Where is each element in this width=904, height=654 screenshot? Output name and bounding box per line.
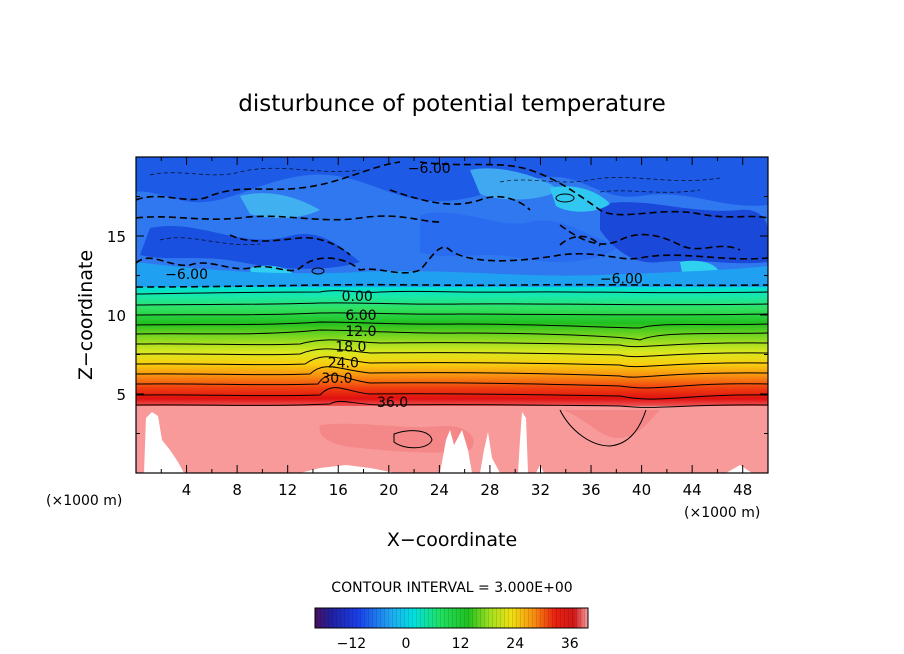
contour-label: 6.00: [345, 308, 376, 324]
colorbar: −12 0 12 24 36: [314, 607, 589, 652]
x-tick-label: 12: [278, 481, 297, 499]
y-axis: 5 10 15: [107, 196, 768, 434]
colorbar-tick-label: 36: [561, 636, 579, 652]
contour-label: 12.0: [345, 324, 376, 340]
contour-label: −6.00: [600, 272, 643, 288]
colorbar-tick-label: 0: [402, 636, 411, 652]
x-tick-label: 8: [232, 481, 242, 499]
contour-label: 30.0: [321, 371, 352, 387]
lower-shade: [319, 423, 474, 453]
colorbar-tick-label: −12: [337, 636, 367, 652]
x-tick-label: 28: [480, 481, 499, 499]
contour-label: 36.0: [377, 395, 408, 411]
colorbar-labels: −12 0 12 24 36: [337, 636, 579, 652]
contour-label: 24.0: [328, 355, 359, 371]
thin-dashed-contours: [149, 167, 721, 246]
chart-title: disturbunce of potential temperature: [238, 91, 666, 117]
contour-label: −6.00: [165, 267, 208, 283]
x-unit-label: (×1000 m): [684, 505, 760, 521]
x-tick-label: 36: [581, 481, 600, 499]
x-tick-label: 48: [733, 481, 752, 499]
y-axis-title: Z−coordinate: [75, 250, 97, 380]
colorbar-frame: [314, 607, 589, 629]
x-tick-label: 16: [329, 481, 348, 499]
contour-label: 0.00: [342, 289, 373, 305]
y-tick-label: 5: [116, 386, 126, 404]
x-tick-label: 32: [531, 481, 550, 499]
terrain-spikes: [144, 412, 752, 473]
x-tick-label: 24: [430, 481, 449, 499]
x-tick-label: 40: [632, 481, 651, 499]
x-tick-label: 44: [683, 481, 702, 499]
y-tick-label: 10: [107, 307, 126, 325]
colorbar-tick-label: 24: [506, 636, 524, 652]
x-axis-title: X−coordinate: [387, 529, 517, 551]
y-unit-label: (×1000 m): [46, 493, 122, 509]
negative-contours: [136, 161, 768, 288]
contour-lines: [136, 193, 768, 449]
contour-label: −6.00: [408, 161, 451, 177]
plot-area: [136, 157, 768, 473]
y-tick-label: 15: [107, 228, 126, 246]
cold-patches: [136, 157, 768, 287]
x-tick-label: 20: [379, 481, 398, 499]
contour-interval-text: CONTOUR INTERVAL = 3.000E+00: [331, 580, 572, 596]
contour-label: 18.0: [335, 340, 366, 356]
colorbar-tick-label: 12: [452, 636, 470, 652]
x-tick-label: 4: [182, 481, 192, 499]
colorbar-ticks: [315, 608, 588, 628]
x-axis: 4 8 12 16 20 24 28 32 36 40 44 48: [160, 157, 752, 499]
